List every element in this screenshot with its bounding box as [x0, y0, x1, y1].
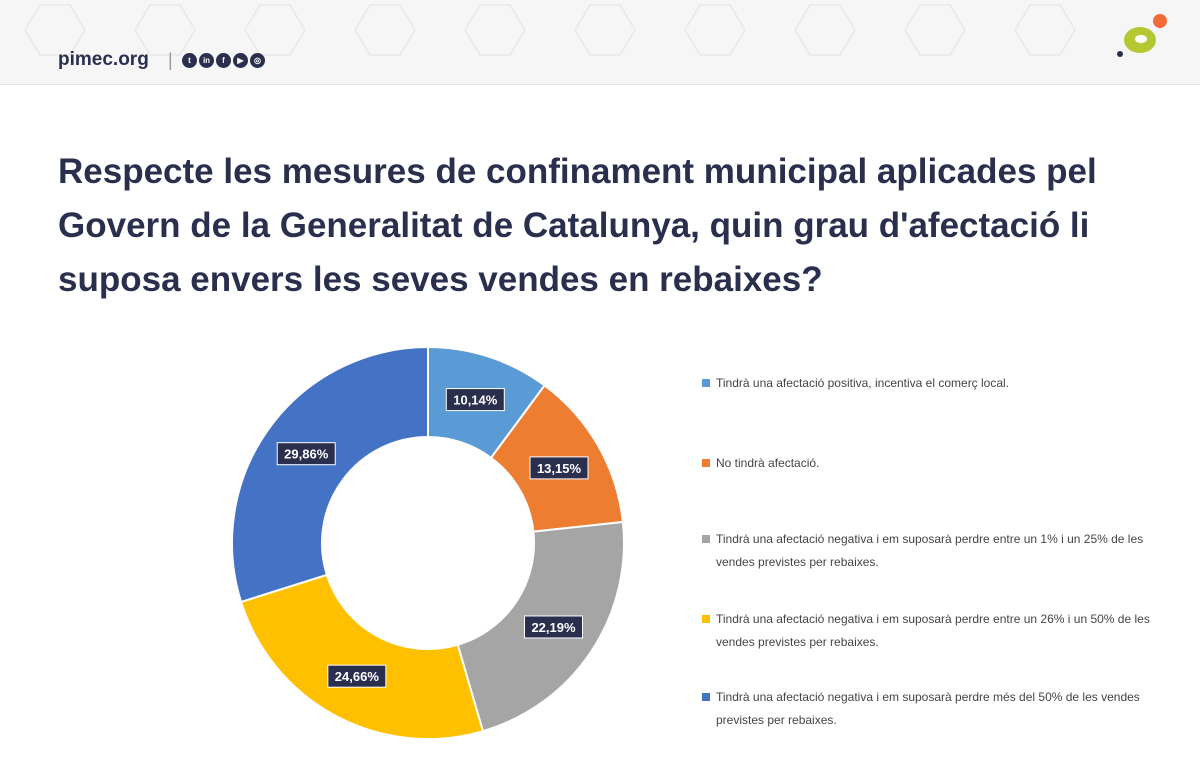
legend-swatch: [702, 535, 710, 543]
data-label-text: 29,86%: [284, 447, 329, 462]
data-label-text: 13,15%: [537, 461, 582, 476]
linkedin-icon[interactable]: in: [199, 53, 214, 68]
instagram-icon[interactable]: ◎: [250, 53, 265, 68]
donut-chart: 10,14% 13,15% 22,19% 24,66% 29,86%: [231, 345, 625, 740]
data-label-3: 22,19%: [523, 615, 583, 639]
hexagon-pattern: [24, 4, 1076, 56]
data-label-text: 10,14%: [453, 393, 498, 408]
data-label-box: [529, 456, 589, 480]
page-header: pimec.org | t in f ▶ ◎: [0, 0, 1200, 85]
data-label-box: [327, 664, 387, 688]
donut-slice-4: [239, 573, 485, 740]
legend-label: Tindrà una afectació positiva, incentiva…: [716, 376, 1010, 390]
social-icons: t in f ▶ ◎: [182, 53, 265, 68]
chart-title: Respecte les mesures de confinament muni…: [58, 152, 1097, 299]
header-separator: |: [168, 50, 173, 70]
legend-swatch: [702, 379, 710, 387]
data-label-box: [445, 388, 505, 412]
facebook-icon[interactable]: f: [216, 53, 231, 68]
data-label-box: [523, 615, 583, 639]
brand-link[interactable]: pimec.org: [58, 49, 149, 70]
legend-item-3: Tindrà una afectació negativa i em supos…: [702, 528, 1166, 574]
legend-item-1: Tindrà una afectació positiva, incentiva…: [702, 372, 1166, 395]
data-label-text: 22,19%: [531, 620, 576, 635]
data-label-1: 10,14%: [445, 388, 505, 412]
legend-swatch: [702, 615, 710, 623]
data-label-4: 24,66%: [327, 664, 387, 688]
legend-swatch: [702, 459, 710, 467]
legend-item-2: No tindrà afectació.: [702, 452, 1166, 475]
legend-label: Tindrà una afectació negativa i em supos…: [716, 532, 1144, 569]
pimec-logo: [1117, 14, 1167, 57]
legend-label: Tindrà una afectació negativa i em supos…: [716, 690, 1140, 727]
donut-slice-5: [231, 345, 429, 604]
legend-item-5: Tindrà una afectació negativa i em supos…: [702, 686, 1166, 732]
data-label-5: 29,86%: [276, 442, 336, 466]
data-label-text: 24,66%: [335, 669, 380, 684]
twitter-icon[interactable]: t: [182, 53, 197, 68]
legend-label: Tindrà una afectació negativa i em supos…: [716, 612, 1150, 649]
legend-label: No tindrà afectació.: [716, 456, 820, 470]
youtube-icon[interactable]: ▶: [233, 53, 248, 68]
data-label-2: 13,15%: [529, 456, 589, 480]
data-label-box: [276, 442, 336, 466]
legend-swatch: [702, 693, 710, 701]
legend-item-4: Tindrà una afectació negativa i em supos…: [702, 608, 1166, 654]
